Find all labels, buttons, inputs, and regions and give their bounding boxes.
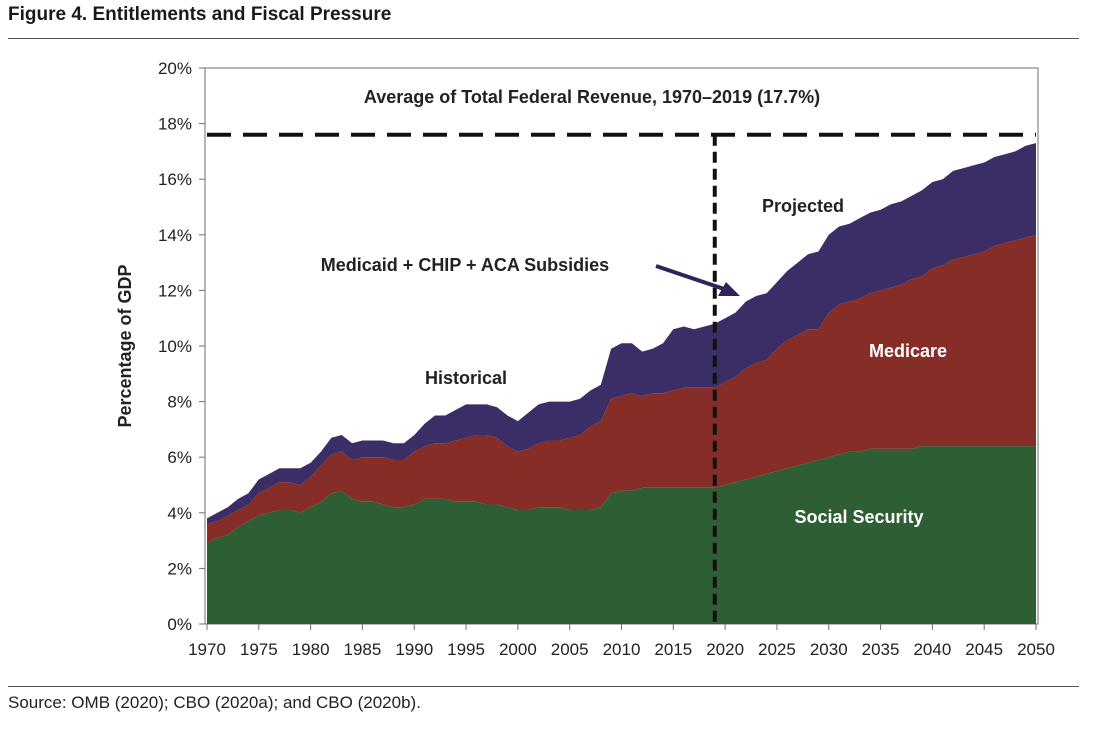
- y-tick-label: 18%: [158, 115, 192, 134]
- x-tick-label: 1985: [344, 640, 382, 659]
- x-tick-label: 1995: [447, 640, 485, 659]
- x-tick-label: 1975: [240, 640, 278, 659]
- medicaid-arrow-shaft: [655, 264, 728, 292]
- title-rule: [8, 38, 1079, 39]
- x-tick-label: 1980: [292, 640, 330, 659]
- y-tick-label: 2%: [167, 559, 192, 578]
- x-tick-label: 2040: [913, 640, 951, 659]
- y-tick-label: 20%: [158, 59, 192, 78]
- x-tick-label: 1990: [395, 640, 433, 659]
- y-tick-label: 0%: [167, 615, 192, 634]
- medicaid-label: Medicaid + CHIP + ACA Subsidies: [321, 255, 609, 275]
- source-rule: [8, 686, 1079, 687]
- social-security-area: [207, 446, 1036, 624]
- y-tick-label: 12%: [158, 281, 192, 300]
- x-tick-label: 2010: [603, 640, 641, 659]
- historical-label: Historical: [425, 368, 507, 388]
- x-tick-label: 1970: [188, 640, 226, 659]
- x-tick-label: 2025: [758, 640, 796, 659]
- x-tick-label: 2030: [810, 640, 848, 659]
- x-axis: 1970 1975 1980 1985 1990 1995 2000 2005 2010 2015…: [188, 624, 1055, 659]
- x-tick-label: 2000: [499, 640, 537, 659]
- y-tick-label: 16%: [158, 170, 192, 189]
- y-tick-label: 8%: [167, 393, 192, 412]
- y-tick-label: 14%: [158, 226, 192, 245]
- x-tick-label: 2020: [706, 640, 744, 659]
- revenue-average-label: Average of Total Federal Revenue, 1970–2…: [364, 87, 820, 107]
- y-axis-label: Percentage of GDP: [115, 264, 135, 427]
- medicaid-arrow-head: [718, 282, 740, 296]
- y-tick-label: 10%: [158, 337, 192, 356]
- x-tick-label: 2045: [965, 640, 1003, 659]
- medicaid-area: [207, 143, 1036, 524]
- y-tick-label: 4%: [167, 504, 192, 523]
- y-tick-label: 6%: [167, 448, 192, 467]
- x-tick-label: 2035: [862, 640, 900, 659]
- social-security-label: Social Security: [794, 507, 923, 527]
- x-tick-label: 2050: [1017, 640, 1055, 659]
- y-axis: 0% 2% 4% 6% 8% 10% 12% 14% 16% 18% 20%: [158, 59, 205, 634]
- x-tick-label: 2015: [654, 640, 692, 659]
- medicare-area: [207, 234, 1036, 544]
- medicare-label: Medicare: [869, 341, 947, 361]
- area-series-group: [207, 143, 1036, 624]
- projected-label: Projected: [762, 196, 844, 216]
- source-note: Source: OMB (2020); CBO (2020a); and CBO…: [8, 693, 421, 712]
- x-tick-label: 2005: [551, 640, 589, 659]
- figure-title: Figure 4. Entitlements and Fiscal Pressu…: [8, 4, 392, 25]
